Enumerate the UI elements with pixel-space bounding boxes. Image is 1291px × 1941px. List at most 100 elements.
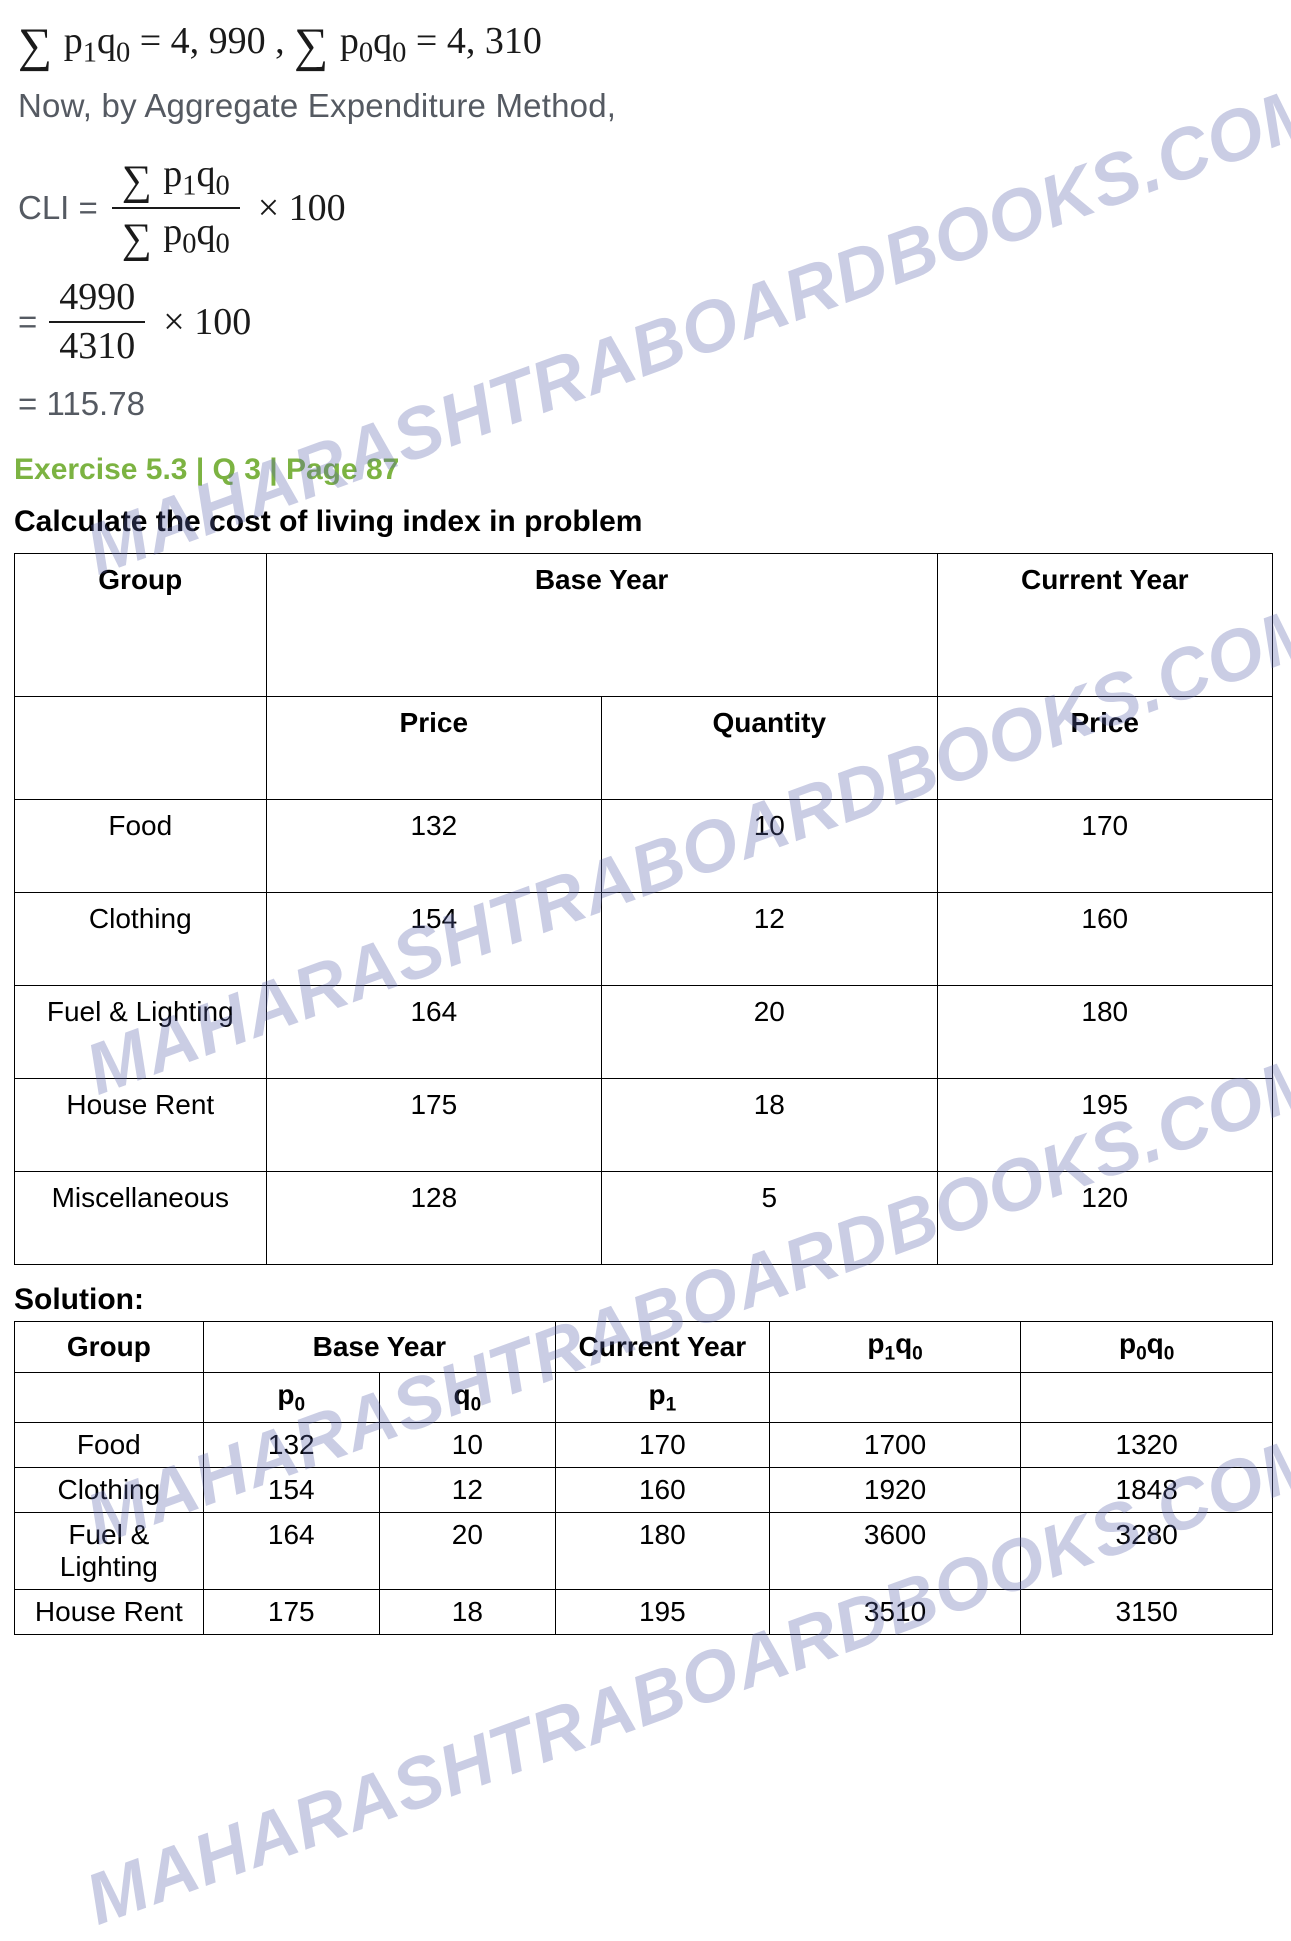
table-cell: 120 (937, 1171, 1273, 1264)
table-header-row: Group Base Year Current Year p1q0 p0q0 (15, 1321, 1273, 1372)
table-cell: 180 (937, 985, 1273, 1078)
table-cell: 170 (555, 1423, 769, 1468)
table-cell: 18 (602, 1078, 937, 1171)
table-cell: House Rent (15, 1078, 267, 1171)
col-header-group: Group (15, 1321, 204, 1372)
table-cell: 18 (379, 1590, 555, 1635)
table-cell: 195 (555, 1590, 769, 1635)
math-text: p0q0 = (340, 20, 447, 62)
table-cell: 3150 (1021, 1590, 1273, 1635)
col-subheader-price: Price (266, 696, 601, 799)
solution-table: Group Base Year Current Year p1q0 p0q0 p… (14, 1321, 1273, 1635)
fraction-denominator-value: 4310 (49, 321, 145, 371)
table-row: Fuel & Lighting16420180 (15, 985, 1273, 1078)
math-text: p1q0 = (64, 20, 171, 62)
sum-p0q0-value: 4, 310 (447, 20, 542, 62)
table-cell: 180 (555, 1513, 769, 1590)
table-cell: 5 (602, 1171, 937, 1264)
table-cell: Fuel & Lighting (15, 1513, 204, 1590)
table-cell: 1848 (1021, 1468, 1273, 1513)
table-row: House Rent17518195 (15, 1078, 1273, 1171)
col-subheader-empty (15, 1372, 204, 1423)
table-cell: 170 (937, 799, 1273, 892)
table-cell: 160 (555, 1468, 769, 1513)
problem-table: Group Base Year Current Year Price Quant… (14, 553, 1273, 1265)
col-subheader-p0: p0 (203, 1372, 379, 1423)
table-row: Miscellaneous1285120 (15, 1171, 1273, 1264)
sigma-icon: ∑ (122, 157, 152, 205)
table-cell: 164 (266, 985, 601, 1078)
table-cell: 10 (602, 799, 937, 892)
col-header-currentyear: Current Year (555, 1321, 769, 1372)
table-cell: 160 (937, 892, 1273, 985)
table-cell: 132 (266, 799, 601, 892)
table-cell: 128 (266, 1171, 601, 1264)
table-cell: 154 (203, 1468, 379, 1513)
table-row: Clothing1541216019201848 (15, 1468, 1273, 1513)
table-cell: 175 (266, 1078, 601, 1171)
times-100: × 100 (163, 300, 251, 344)
table-cell: 20 (602, 985, 937, 1078)
table-cell: Miscellaneous (15, 1171, 267, 1264)
col-subheader-empty (15, 696, 267, 799)
table-subheader-row: p0 q0 p1 (15, 1372, 1273, 1423)
table-header-row: Group Base Year Current Year (15, 553, 1273, 696)
table-cell: 3280 (1021, 1513, 1273, 1590)
question-text: Calculate the cost of living index in pr… (14, 505, 1273, 539)
fraction-numerator-value: 4990 (49, 274, 145, 322)
col-header-p1q0: p1q0 (769, 1321, 1021, 1372)
col-subheader-quantity: Quantity (602, 696, 937, 799)
method-sentence: Now, by Aggregate Expenditure Method, (18, 87, 1273, 125)
table-cell: 154 (266, 892, 601, 985)
table-cell: Clothing (15, 892, 267, 985)
col-header-baseyear: Base Year (203, 1321, 555, 1372)
table-cell: Food (15, 799, 267, 892)
table-row: Food13210170 (15, 799, 1273, 892)
fraction-numeric: 4990 4310 (49, 274, 145, 371)
table-cell: 164 (203, 1513, 379, 1590)
table-cell: 10 (379, 1423, 555, 1468)
table-cell: 132 (203, 1423, 379, 1468)
fraction-symbolic: ∑ p1q0 ∑ p0q0 (112, 151, 240, 266)
sigma-icon: ∑ (18, 18, 52, 73)
table-cell: 195 (937, 1078, 1273, 1171)
table-cell: 175 (203, 1590, 379, 1635)
col-subheader-p1: p1 (555, 1372, 769, 1423)
table-cell: Clothing (15, 1468, 204, 1513)
col-header-p0q0: p0q0 (1021, 1321, 1273, 1372)
col-header-baseyear: Base Year (266, 553, 937, 696)
cli-label: CLI = (18, 189, 98, 227)
sigma-icon: ∑ (122, 215, 152, 263)
equation-sums: ∑ p1q0 = 4, 990 , ∑ p0q0 = 4, 310 (18, 18, 1273, 73)
col-subheader-price2: Price (937, 696, 1273, 799)
exercise-heading: Exercise 5.3 | Q 3 | Page 87 (14, 453, 1273, 487)
cli-formula: CLI = ∑ p1q0 ∑ p0q0 × 100 (18, 151, 1273, 266)
table-cell: Food (15, 1423, 204, 1468)
table-row: Fuel & Lighting1642018036003280 (15, 1513, 1273, 1590)
table-cell: 1320 (1021, 1423, 1273, 1468)
col-subheader-q0: q0 (379, 1372, 555, 1423)
fraction-denominator: ∑ p0q0 (112, 207, 240, 265)
sum-p1q0-value: 4, 990 (171, 20, 266, 62)
fraction-numerator: ∑ p1q0 (112, 151, 240, 207)
col-subheader-empty (769, 1372, 1021, 1423)
table-row: House Rent1751819535103150 (15, 1590, 1273, 1635)
table-cell: 12 (602, 892, 937, 985)
equals-sign: = (18, 303, 37, 341)
col-subheader-empty (1021, 1372, 1273, 1423)
times-100: × 100 (258, 186, 346, 230)
table-cell: 1920 (769, 1468, 1021, 1513)
cli-result: = 115.78 (18, 385, 1273, 423)
table-row: Food1321017017001320 (15, 1423, 1273, 1468)
cli-numeric: = 4990 4310 × 100 (18, 274, 1273, 371)
table-cell: 20 (379, 1513, 555, 1590)
solution-label: Solution: (14, 1283, 1273, 1317)
table-cell: Fuel & Lighting (15, 985, 267, 1078)
table-cell: 3600 (769, 1513, 1021, 1590)
table-cell: 3510 (769, 1590, 1021, 1635)
table-row: Clothing15412160 (15, 892, 1273, 985)
table-cell: 12 (379, 1468, 555, 1513)
col-header-group: Group (15, 553, 267, 696)
table-cell: House Rent (15, 1590, 204, 1635)
math-text: , (275, 20, 294, 62)
